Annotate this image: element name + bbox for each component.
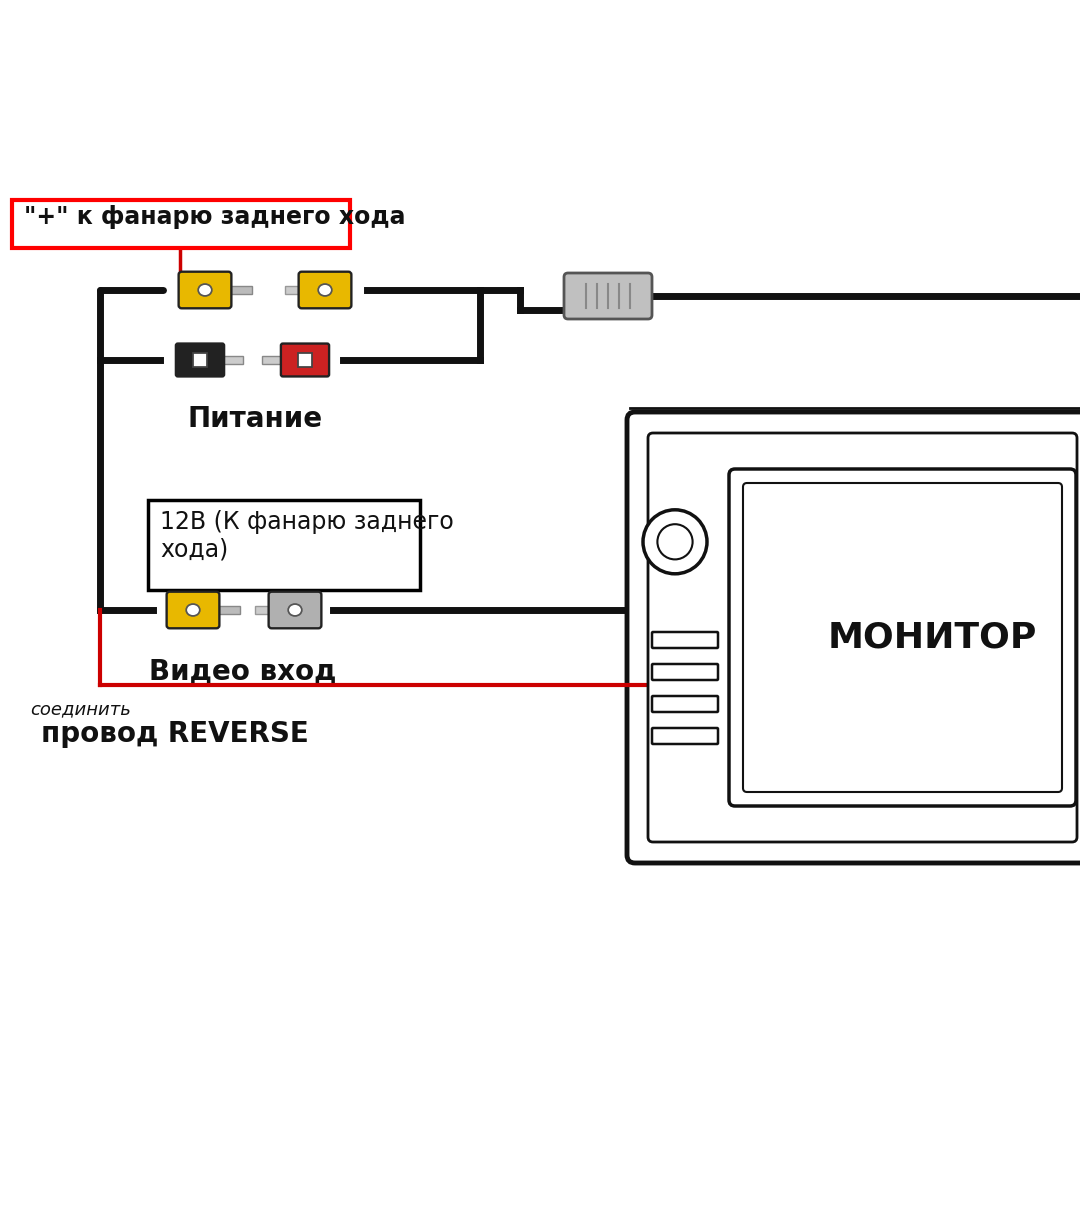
FancyArrow shape <box>285 286 301 294</box>
Ellipse shape <box>186 604 200 617</box>
Text: "+" к фанарю заднего хода: "+" к фанарю заднего хода <box>24 206 405 229</box>
Text: Питание: Питание <box>188 405 323 433</box>
Bar <box>193 353 206 367</box>
FancyArrow shape <box>261 356 283 365</box>
Text: провод REVERSE: провод REVERSE <box>41 720 309 748</box>
FancyBboxPatch shape <box>652 728 718 744</box>
FancyBboxPatch shape <box>178 271 231 309</box>
FancyArrow shape <box>222 356 243 365</box>
FancyBboxPatch shape <box>148 500 420 590</box>
FancyBboxPatch shape <box>564 274 652 319</box>
FancyBboxPatch shape <box>652 664 718 680</box>
Text: МОНИТОР: МОНИТОР <box>827 620 1037 654</box>
FancyArrow shape <box>228 286 252 294</box>
FancyBboxPatch shape <box>166 592 219 629</box>
FancyArrow shape <box>255 606 272 614</box>
Ellipse shape <box>199 285 212 295</box>
Ellipse shape <box>288 604 301 617</box>
FancyBboxPatch shape <box>299 271 351 309</box>
Circle shape <box>643 510 707 574</box>
FancyBboxPatch shape <box>176 344 225 377</box>
FancyBboxPatch shape <box>269 592 322 629</box>
FancyBboxPatch shape <box>652 696 718 713</box>
Text: Видео вход: Видео вход <box>149 658 337 686</box>
Circle shape <box>658 524 692 559</box>
Bar <box>298 353 312 367</box>
FancyBboxPatch shape <box>281 344 329 377</box>
FancyBboxPatch shape <box>729 469 1076 806</box>
FancyBboxPatch shape <box>12 199 350 248</box>
FancyBboxPatch shape <box>627 412 1080 863</box>
FancyBboxPatch shape <box>743 483 1062 792</box>
FancyBboxPatch shape <box>648 433 1077 841</box>
FancyArrow shape <box>216 606 240 614</box>
Text: соединить: соединить <box>30 700 131 717</box>
Text: 12В (К фанарю заднего
хода): 12В (К фанарю заднего хода) <box>160 510 454 562</box>
Ellipse shape <box>319 285 332 295</box>
FancyBboxPatch shape <box>652 632 718 648</box>
